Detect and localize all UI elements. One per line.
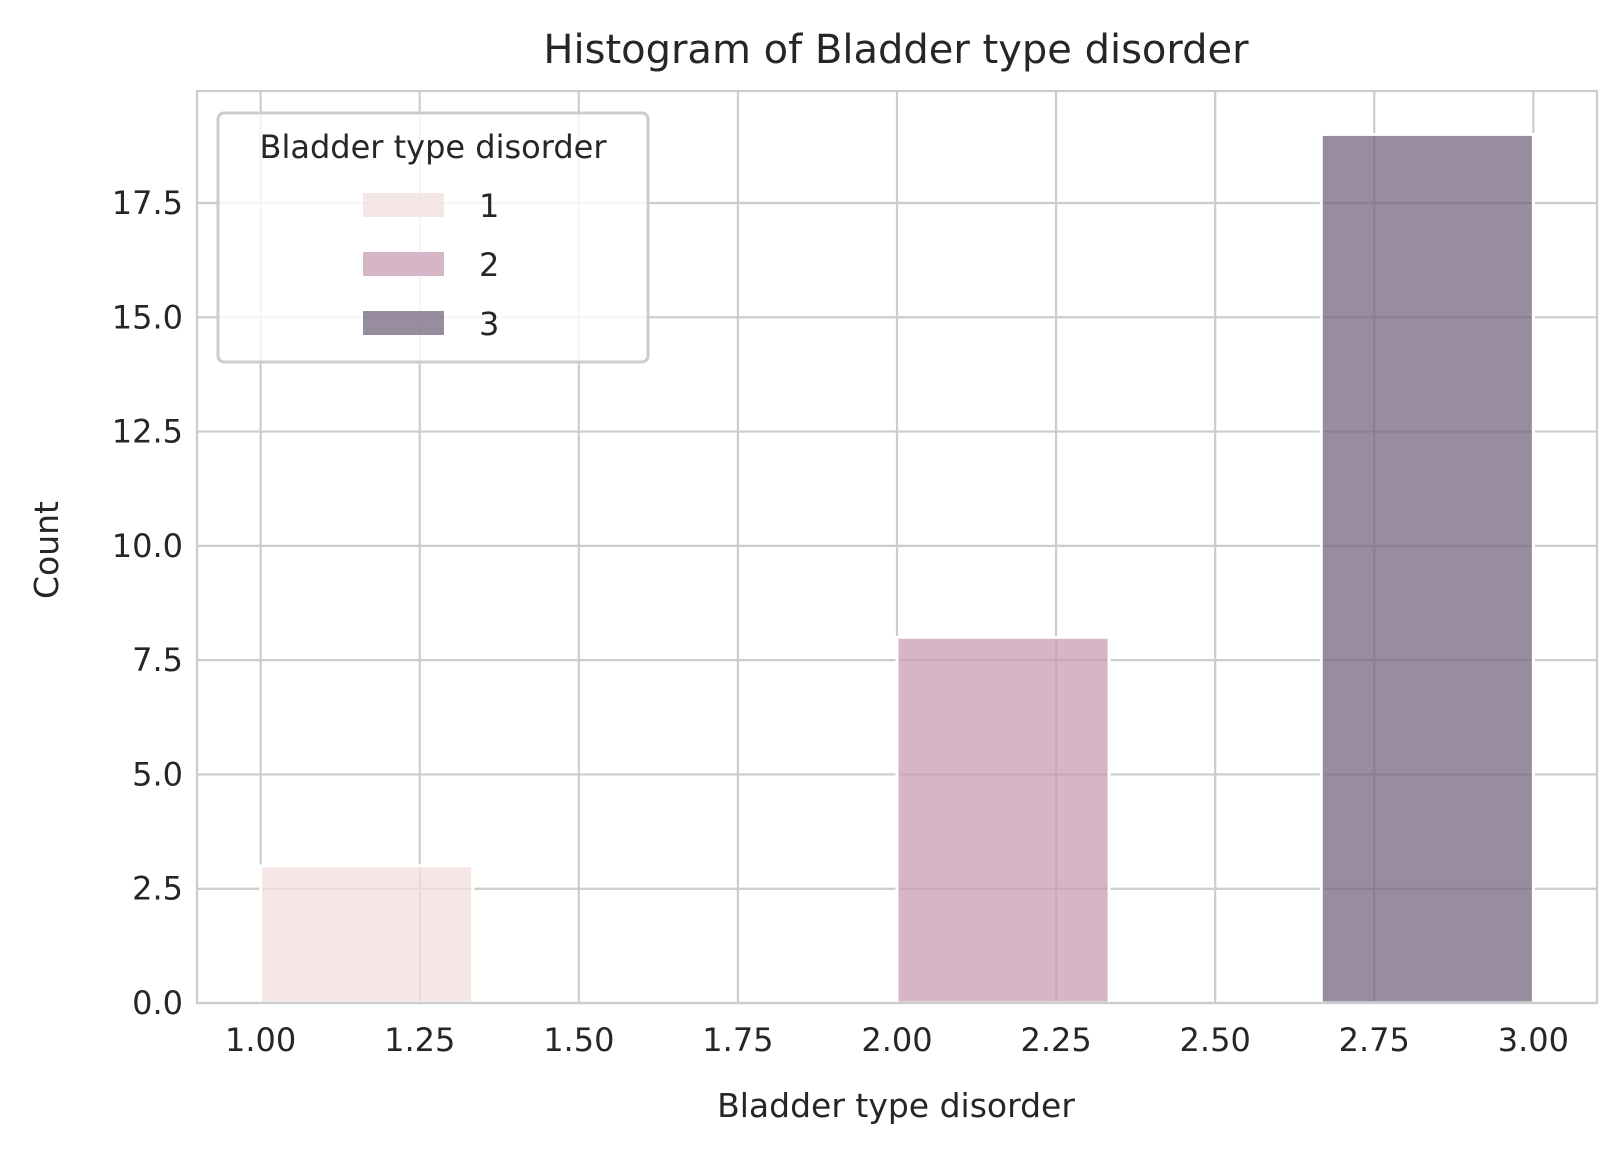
- y-tick-label: 2.5: [132, 870, 183, 908]
- legend-frame: [216, 111, 650, 364]
- legend-swatch-3: [363, 311, 444, 335]
- y-tick-label: 0.0: [132, 984, 183, 1022]
- legend-title: Bladder type disorder: [260, 128, 608, 166]
- legend-swatch-2: [363, 252, 444, 276]
- y-axis-label: Count: [27, 501, 66, 599]
- x-tick-label: 2.50: [1180, 1021, 1251, 1059]
- x-tick-label: 1.75: [702, 1021, 773, 1059]
- x-axis-label: Bladder type disorder: [717, 1086, 1075, 1125]
- x-tick-label: 2.00: [861, 1021, 932, 1059]
- y-tick-label: 12.5: [112, 413, 183, 451]
- y-tick-label: 15.0: [112, 298, 183, 336]
- chart-title: Histogram of Bladder type disorder: [543, 27, 1249, 73]
- x-tick-label: 1.00: [225, 1021, 296, 1059]
- y-tick-label: 10.0: [112, 527, 183, 565]
- legend-label-2: 2: [479, 246, 499, 284]
- x-tick-label: 2.25: [1020, 1021, 1091, 1059]
- x-tick-label: 1.25: [384, 1021, 455, 1059]
- legend-label-1: 1: [479, 187, 499, 225]
- y-tick-label: 17.5: [112, 184, 183, 222]
- y-tick-label: 5.0: [132, 755, 183, 793]
- histogram-bars: [259, 132, 1535, 1005]
- legend-swatch-1: [363, 193, 444, 217]
- x-tick-label: 3.00: [1498, 1021, 1569, 1059]
- bar-3: [1319, 132, 1535, 1005]
- x-tick-labels: 1.00 1.25 1.50 1.75 2.00 2.25 2.50 2.75 3.00: [225, 1021, 1569, 1059]
- legend: Bladder type disorder 1 2 3: [216, 111, 650, 364]
- plot-frame: [195, 89, 1599, 1005]
- legend-label-3: 3: [479, 305, 499, 343]
- bar-2: [895, 635, 1111, 1005]
- x-tick-label: 1.50: [543, 1021, 614, 1059]
- bar-1: [259, 864, 475, 1005]
- x-tick-label: 2.75: [1339, 1021, 1410, 1059]
- y-tick-label: 7.5: [132, 641, 183, 679]
- y-tick-labels: 0.0 2.5 5.0 7.5 10.0 12.5 15.0 17.5: [112, 184, 183, 1022]
